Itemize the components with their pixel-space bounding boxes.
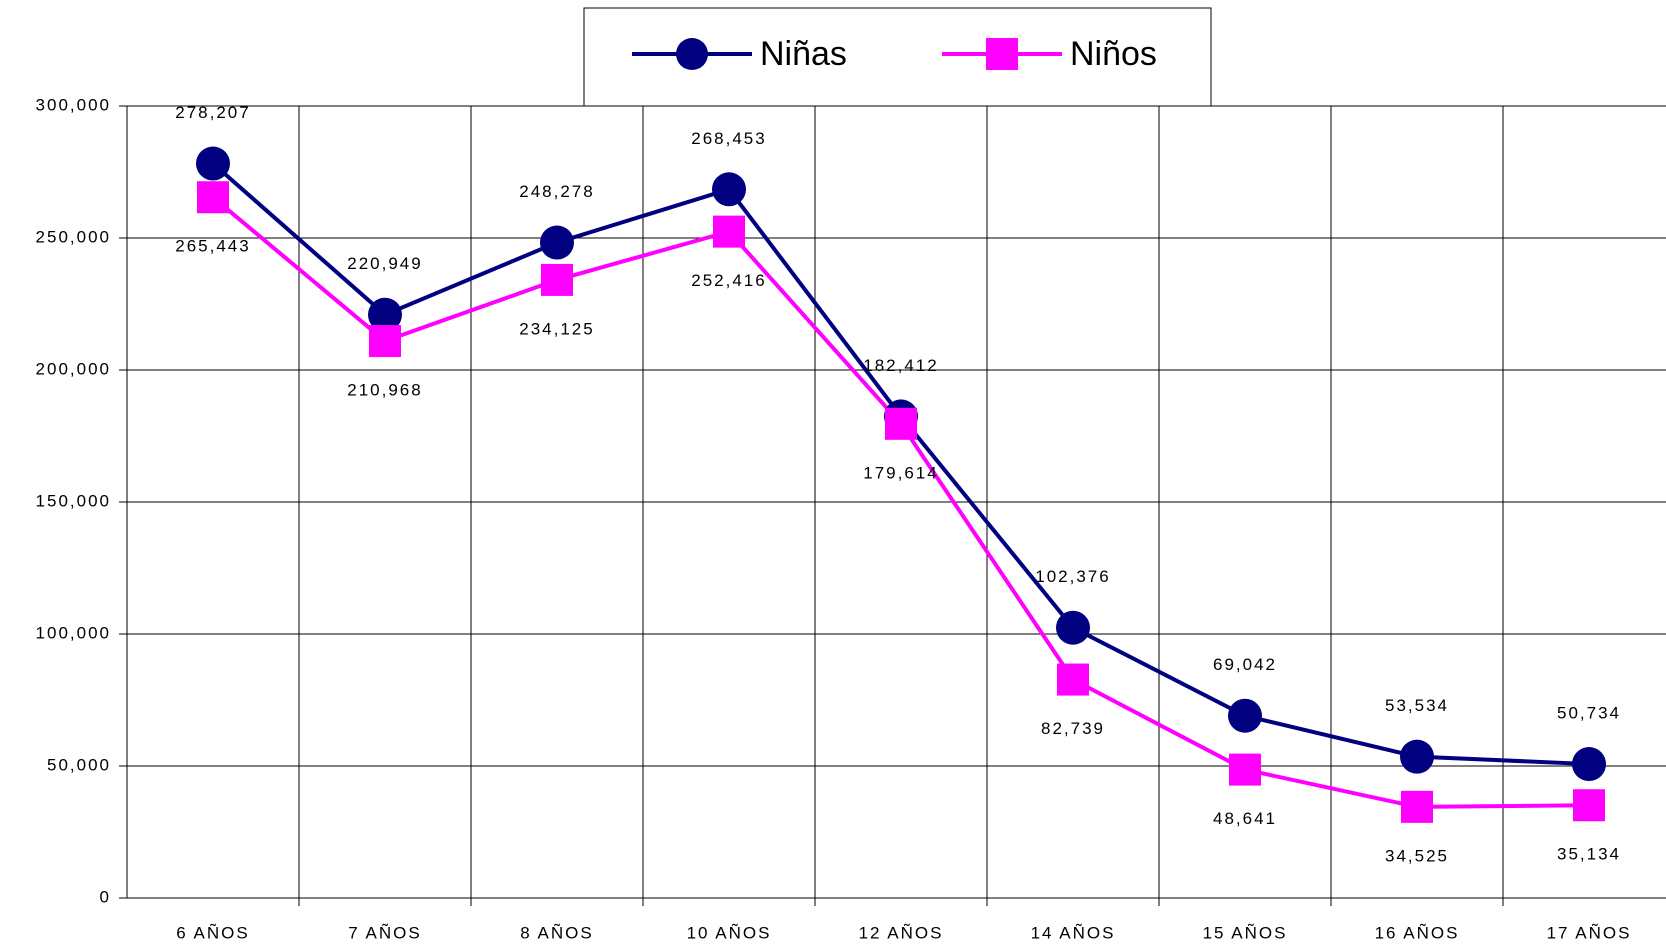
marker bbox=[540, 225, 574, 260]
data-label: 50,734 bbox=[1557, 704, 1621, 723]
y-tick-label: 50,000 bbox=[47, 755, 111, 774]
data-label: 265,443 bbox=[175, 237, 250, 256]
marker bbox=[1401, 790, 1433, 823]
marker bbox=[369, 325, 401, 358]
x-tick-label: 14 AÑOS bbox=[1031, 923, 1116, 942]
marker bbox=[712, 172, 746, 207]
legend-label: Niñas bbox=[760, 35, 847, 73]
data-label: 220,949 bbox=[347, 254, 422, 273]
marker bbox=[541, 263, 573, 296]
legend: Niñas Niños bbox=[583, 7, 1212, 107]
x-tick-label: 10 AÑOS bbox=[687, 923, 772, 942]
y-tick-label: 250,000 bbox=[36, 227, 111, 246]
data-label: 248,278 bbox=[519, 182, 594, 201]
marker bbox=[1057, 663, 1089, 696]
legend-marker bbox=[676, 38, 708, 70]
marker bbox=[1056, 610, 1090, 645]
data-label: 278,207 bbox=[175, 103, 250, 122]
legend-marker bbox=[986, 38, 1018, 70]
legend-label: Niños bbox=[1070, 35, 1157, 73]
data-label: 34,525 bbox=[1385, 846, 1449, 865]
marker bbox=[885, 407, 917, 440]
y-tick-label: 0 bbox=[100, 887, 111, 906]
marker bbox=[713, 215, 745, 248]
y-tick-label: 300,000 bbox=[36, 95, 111, 114]
data-label: 102,376 bbox=[1035, 567, 1110, 586]
x-tick-label: 8 AÑOS bbox=[520, 923, 593, 942]
marker bbox=[1573, 789, 1605, 822]
x-tick-label: 15 AÑOS bbox=[1203, 923, 1288, 942]
data-label: 69,042 bbox=[1213, 655, 1277, 674]
x-tick-label: 7 AÑOS bbox=[348, 923, 421, 942]
marker bbox=[1400, 739, 1434, 774]
marker bbox=[1228, 698, 1262, 733]
y-tick-label: 200,000 bbox=[36, 359, 111, 378]
x-tick-label: 6 AÑOS bbox=[176, 923, 249, 942]
data-label: 268,453 bbox=[691, 129, 766, 148]
data-label: 234,125 bbox=[519, 319, 594, 338]
x-tick-label: 16 AÑOS bbox=[1375, 923, 1460, 942]
marker bbox=[368, 297, 402, 332]
x-tick-label: 12 AÑOS bbox=[859, 923, 944, 942]
data-label: 48,641 bbox=[1213, 809, 1277, 828]
data-label: 179,614 bbox=[863, 463, 938, 482]
marker bbox=[1572, 747, 1606, 782]
data-label: 210,968 bbox=[347, 381, 422, 400]
data-label: 53,534 bbox=[1385, 696, 1449, 715]
data-label: 252,416 bbox=[691, 271, 766, 290]
marker bbox=[1229, 753, 1261, 786]
data-label: 182,412 bbox=[863, 356, 938, 375]
marker bbox=[197, 181, 229, 214]
data-label: 82,739 bbox=[1041, 719, 1105, 738]
data-label: 35,134 bbox=[1557, 845, 1621, 864]
marker bbox=[196, 146, 230, 181]
y-tick-label: 150,000 bbox=[36, 491, 111, 510]
x-tick-label: 17 AÑOS bbox=[1547, 923, 1632, 942]
y-tick-label: 100,000 bbox=[36, 623, 111, 642]
